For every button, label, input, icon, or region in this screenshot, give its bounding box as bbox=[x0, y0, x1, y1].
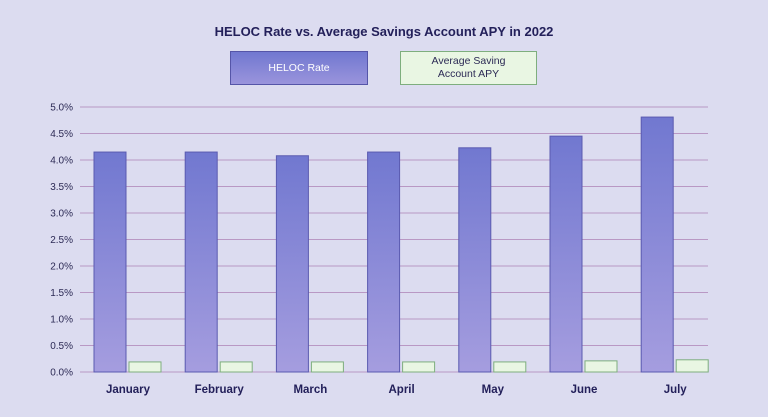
bar-heloc-rate bbox=[549, 135, 583, 373]
bar-heloc-rate bbox=[184, 151, 218, 373]
y-axis-ticks: 0.0% 0.5% 1.0% 1.5% 2.0% 2.5% 3.0% 3.5% 4.0% 4.5%… bbox=[50, 103, 73, 379]
bar-savings-apy bbox=[219, 361, 253, 373]
chart-title: HELOC Rate vs. Average Savings Account A… bbox=[214, 24, 554, 39]
bar-heloc-rate bbox=[93, 151, 127, 373]
y-tick-label: 2.0% bbox=[50, 262, 73, 273]
y-tick-label: 0.0% bbox=[50, 368, 73, 379]
x-tick-label: April bbox=[388, 384, 414, 396]
legend-label-savings-apy: Average Saving Account APY bbox=[431, 55, 506, 80]
legend-item-savings-apy: Average Saving Account APY bbox=[400, 51, 537, 85]
y-tick-label: 1.0% bbox=[50, 315, 73, 326]
y-tick-label: 3.5% bbox=[50, 182, 73, 193]
legend-label-heloc-rate: HELOC Rate bbox=[268, 61, 330, 74]
x-tick-label: January bbox=[106, 384, 151, 396]
y-tick-label: 3.0% bbox=[50, 209, 73, 220]
bar-heloc-rate bbox=[367, 151, 401, 373]
y-tick-label: 4.0% bbox=[50, 156, 73, 167]
bar-savings-apy bbox=[310, 361, 344, 373]
y-tick-label: 1.5% bbox=[50, 288, 73, 299]
bar-savings-apy bbox=[675, 359, 709, 373]
x-axis-labels: January February March April May June July bbox=[106, 384, 687, 396]
y-tick-label: 2.5% bbox=[50, 235, 73, 246]
x-tick-label: May bbox=[482, 384, 505, 396]
bar-heloc-rate bbox=[640, 116, 674, 373]
y-tick-label: 4.5% bbox=[50, 129, 73, 140]
legend-item-heloc-rate: HELOC Rate bbox=[230, 51, 368, 85]
x-tick-label: February bbox=[195, 384, 245, 396]
bar-savings-apy bbox=[128, 361, 162, 373]
bar-savings-apy bbox=[402, 361, 436, 373]
bars bbox=[93, 116, 709, 373]
x-tick-label: July bbox=[664, 384, 688, 396]
y-tick-label: 5.0% bbox=[50, 103, 73, 114]
x-tick-label: March bbox=[293, 384, 327, 396]
x-tick-label: June bbox=[571, 384, 598, 396]
y-tick-label: 0.5% bbox=[50, 341, 73, 352]
bar-savings-apy bbox=[493, 361, 527, 373]
bar-heloc-rate bbox=[458, 147, 492, 373]
bar-savings-apy bbox=[584, 360, 618, 373]
bar-heloc-rate bbox=[275, 155, 309, 373]
